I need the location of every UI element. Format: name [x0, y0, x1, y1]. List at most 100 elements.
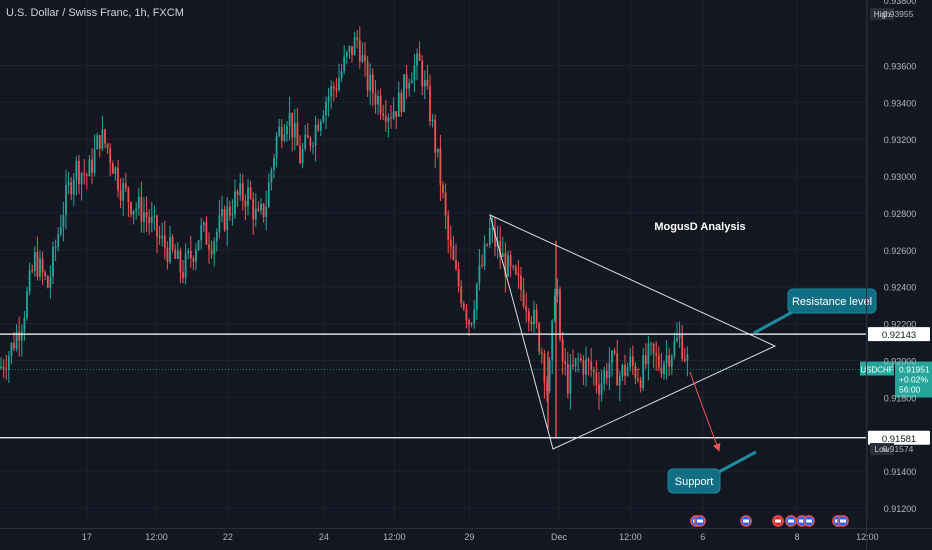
candle-body[interactable]: [187, 250, 190, 254]
candle-body[interactable]: [366, 61, 369, 91]
candle-body[interactable]: [600, 383, 603, 395]
candle-body[interactable]: [353, 37, 356, 56]
candle-body[interactable]: [657, 355, 660, 368]
candle-body[interactable]: [351, 46, 353, 56]
candle-body[interactable]: [65, 184, 67, 215]
candle-body[interactable]: [44, 272, 47, 277]
candle-body[interactable]: [28, 270, 31, 292]
candle-body[interactable]: [642, 355, 645, 389]
candle-body[interactable]: [254, 208, 257, 220]
candle-body[interactable]: [335, 88, 338, 91]
candle-body[interactable]: [241, 183, 244, 201]
candle-body[interactable]: [132, 210, 135, 215]
candle-body[interactable]: [119, 190, 122, 201]
candle-body[interactable]: [631, 356, 634, 366]
forecast-arrow[interactable]: [689, 371, 721, 452]
candle-body[interactable]: [507, 255, 509, 277]
candle-body[interactable]: [465, 308, 468, 321]
candle-body[interactable]: [343, 56, 346, 72]
candle-body[interactable]: [579, 358, 582, 361]
candle-body[interactable]: [228, 206, 231, 216]
candle-body[interactable]: [509, 255, 512, 267]
candle-body[interactable]: [208, 244, 210, 250]
candle-body[interactable]: [470, 323, 473, 325]
candle-body[interactable]: [176, 250, 179, 259]
candle-body[interactable]: [106, 143, 109, 149]
candle-body[interactable]: [676, 338, 678, 341]
candle-body[interactable]: [410, 80, 413, 84]
candle-body[interactable]: [371, 74, 374, 94]
candle-body[interactable]: [603, 370, 606, 384]
resistance-callout[interactable]: [787, 288, 877, 314]
candle-body[interactable]: [546, 382, 548, 391]
candle-body[interactable]: [312, 145, 314, 147]
candle-body[interactable]: [429, 85, 431, 122]
candle-body[interactable]: [127, 187, 130, 203]
candle-body[interactable]: [10, 342, 13, 356]
candle-body[interactable]: [122, 183, 125, 201]
candle-body[interactable]: [143, 212, 145, 222]
price-axis[interactable]: 0.93600 0.93400 0.93200 0.93000 0.92800 0.926…: [866, 0, 917, 550]
candle-body[interactable]: [244, 200, 247, 207]
candle-body[interactable]: [322, 115, 325, 122]
candle-body[interactable]: [652, 343, 655, 354]
candle-body[interactable]: [387, 117, 390, 122]
candle-body[interactable]: [413, 65, 416, 81]
candle-body[interactable]: [670, 356, 673, 367]
candle-body[interactable]: [629, 356, 632, 368]
candle-body[interactable]: [273, 157, 275, 171]
candle-body[interactable]: [340, 71, 343, 79]
candle-body[interactable]: [111, 163, 114, 174]
candle-body[interactable]: [416, 53, 418, 66]
candle-body[interactable]: [145, 212, 148, 218]
candle-body[interactable]: [171, 236, 174, 250]
candle-body[interactable]: [304, 134, 307, 150]
candle-body[interactable]: [444, 192, 447, 216]
candle-body[interactable]: [364, 55, 366, 62]
candle-body[interactable]: [520, 275, 522, 290]
candle-body[interactable]: [392, 111, 395, 119]
candle-body[interactable]: [270, 170, 273, 183]
candle-body[interactable]: [395, 111, 398, 117]
candle-body[interactable]: [486, 244, 489, 246]
candle-body[interactable]: [286, 126, 288, 135]
candle-body[interactable]: [13, 342, 15, 349]
candle-body[interactable]: [574, 358, 577, 367]
candle-body[interactable]: [556, 289, 559, 296]
candle-body[interactable]: [540, 352, 543, 354]
candle-series[interactable]: [0, 26, 689, 438]
candle-body[interactable]: [195, 249, 197, 262]
candle-body[interactable]: [356, 37, 359, 40]
candle-body[interactable]: [621, 365, 624, 376]
candle-body[interactable]: [226, 206, 229, 230]
candle-body[interactable]: [569, 364, 572, 394]
candle-body[interactable]: [296, 123, 299, 146]
candle-body[interactable]: [39, 258, 41, 277]
candle-body[interactable]: [663, 363, 665, 375]
candle-body[interactable]: [325, 101, 327, 116]
candle-body[interactable]: [561, 338, 564, 362]
support-callout[interactable]: [667, 468, 721, 494]
candle-body[interactable]: [637, 377, 639, 381]
time-axis[interactable]: 17 12:00 22 24 12:00 29 Dec 12:00 6 8 12:00: [0, 528, 932, 543]
candle-body[interactable]: [644, 355, 647, 365]
candle-body[interactable]: [135, 208, 138, 211]
candle-body[interactable]: [665, 355, 668, 364]
candle-body[interactable]: [319, 121, 322, 131]
candle-body[interactable]: [299, 145, 301, 164]
candle-body[interactable]: [449, 239, 452, 247]
candle-body[interactable]: [46, 276, 49, 288]
candle-body[interactable]: [613, 350, 616, 354]
candle-body[interactable]: [109, 148, 112, 164]
candle-body[interactable]: [647, 343, 650, 365]
candle-body[interactable]: [361, 55, 364, 62]
economic-events[interactable]: [690, 515, 849, 527]
candle-body[interactable]: [548, 360, 551, 391]
candle-body[interactable]: [236, 191, 239, 196]
candle-body[interactable]: [460, 286, 463, 304]
candle-body[interactable]: [439, 148, 442, 185]
candle-body[interactable]: [88, 159, 91, 177]
candle-body[interactable]: [140, 196, 143, 222]
candle-body[interactable]: [36, 251, 39, 277]
candle-body[interactable]: [491, 228, 494, 230]
